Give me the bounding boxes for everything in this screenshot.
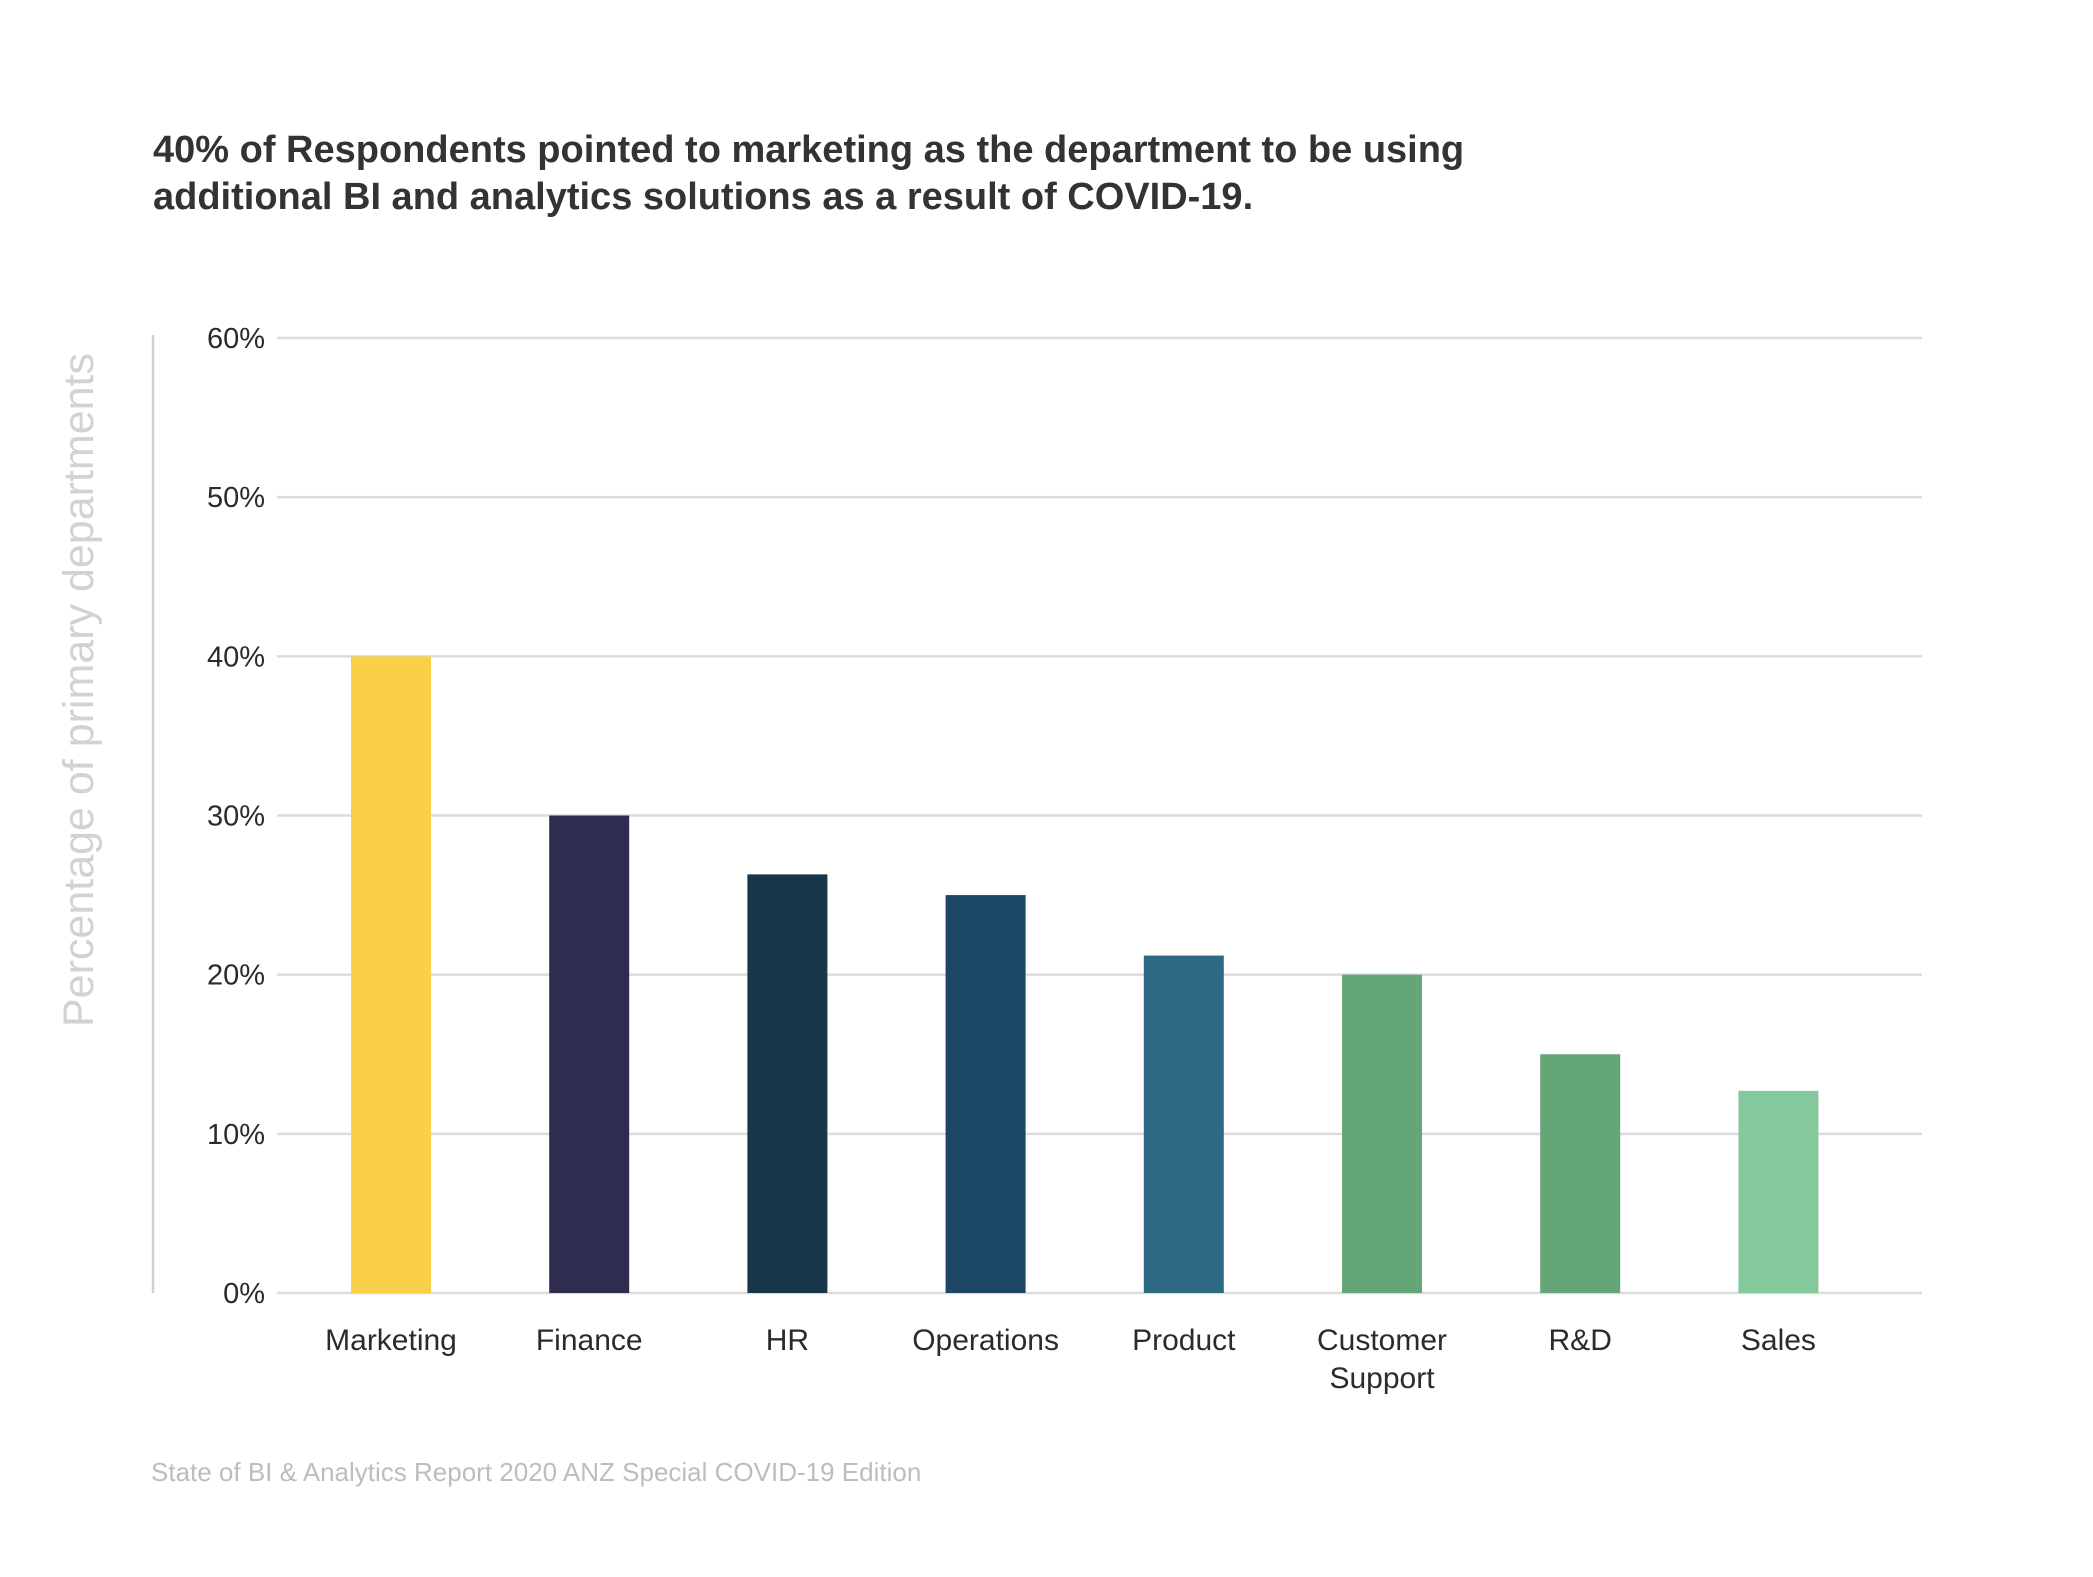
y-tick-label: 20% <box>207 960 265 992</box>
bar <box>1143 955 1224 1293</box>
x-tick-label: Sales <box>1741 1324 1816 1357</box>
bar <box>351 656 431 1293</box>
bar <box>747 874 828 1293</box>
y-tick-label: 30% <box>207 801 265 833</box>
x-tick-label: Product <box>1132 1324 1236 1357</box>
y-axis-ticks: 0% 10% 20% 30% 40% 50% 60% <box>207 323 265 1310</box>
bar <box>945 895 1026 1293</box>
chart-title: 40% of Respondents pointed to marketing … <box>153 129 1464 218</box>
bar <box>1342 974 1422 1293</box>
y-tick-label: 40% <box>207 641 265 673</box>
chart-title-line-1: 40% of Respondents pointed to marketing … <box>153 129 1464 171</box>
y-tick-label: 50% <box>207 482 265 514</box>
chart-title-line-2: additional BI and analytics solutions as… <box>153 176 1253 218</box>
x-tick-label: Finance <box>536 1324 643 1357</box>
x-tick-label: Operations <box>912 1324 1059 1357</box>
x-tick-label: Marketing <box>325 1324 457 1357</box>
bar <box>1540 1054 1621 1293</box>
x-tick-label: R&D <box>1549 1324 1612 1357</box>
y-tick-label: 0% <box>223 1278 265 1310</box>
source-note: State of BI & Analytics Report 2020 ANZ … <box>151 1457 921 1487</box>
x-tick-label: HR <box>766 1324 809 1357</box>
bar <box>549 815 630 1293</box>
bars <box>351 656 1819 1293</box>
bar <box>1738 1090 1819 1293</box>
y-tick-label: 60% <box>207 323 265 355</box>
x-axis-labels: Marketing Finance HR Operations Product Custo… <box>325 1324 1816 1395</box>
y-axis-title: Percentage of primary departments <box>55 353 103 1027</box>
x-tick-label: Customer Support <box>1317 1324 1447 1395</box>
y-tick-label: 10% <box>207 1119 265 1151</box>
